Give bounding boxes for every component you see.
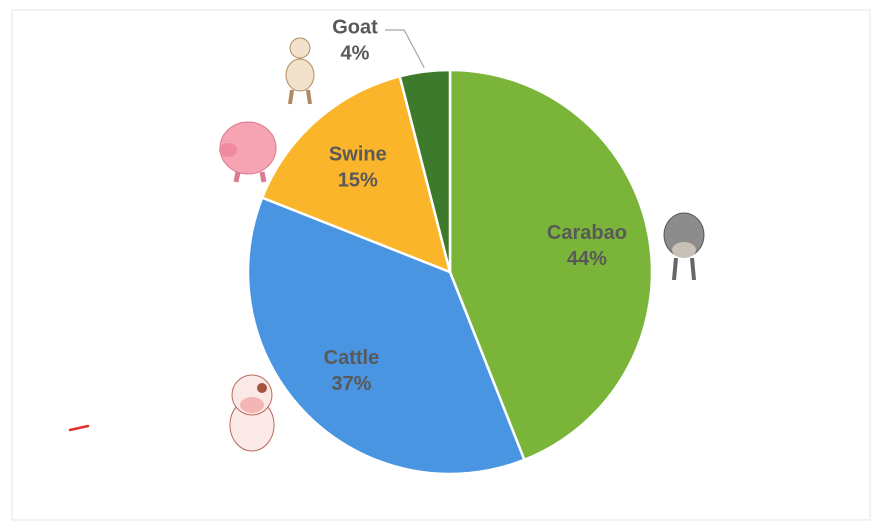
slice-value-label: 44% [567, 248, 607, 270]
carabao-icon [663, 212, 705, 281]
slice-label: Carabao [547, 222, 627, 244]
pie-slice [448, 68, 654, 462]
pie-slice [246, 196, 526, 476]
slice-label: Cattle [324, 347, 380, 369]
pie-slice [260, 74, 452, 275]
pig-icon [219, 121, 277, 183]
goat-icon [285, 37, 315, 105]
pie-slice [398, 68, 452, 273]
leader-line [385, 29, 425, 68]
stray-mark [68, 424, 90, 432]
slice-label: Goat [332, 16, 378, 38]
cow-icon [229, 374, 275, 452]
slice-value-label: 4% [341, 42, 370, 64]
slice-value-label: 37% [331, 373, 371, 395]
slice-value-label: 15% [338, 170, 378, 192]
slice-label: Swine [329, 144, 387, 166]
